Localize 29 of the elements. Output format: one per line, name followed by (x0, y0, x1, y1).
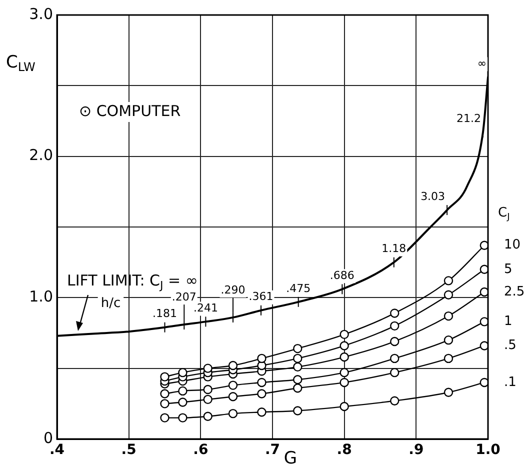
y-tick-label: 1.0 (29, 288, 53, 306)
series-label: .5 (504, 338, 516, 354)
series-label: 5 (504, 262, 512, 277)
annotation: ⊙ COMPUTER (79, 102, 181, 120)
annotation: 3.03 (420, 190, 446, 203)
x-tick-label: .6 (193, 442, 208, 458)
x-tick-label: .9 (408, 442, 424, 458)
annotation: .241 (193, 302, 218, 315)
y-tick-label: 3.0 (29, 4, 53, 23)
x-axis-title: G (284, 448, 298, 467)
y-tick-label: 2.0 (29, 146, 53, 164)
x-tick-label: .5 (121, 442, 136, 458)
x-tick-label: .7 (264, 442, 280, 458)
x-tick-label: 1.0 (476, 442, 501, 458)
annotation: .207 (172, 290, 196, 304)
annotation: h/c (100, 296, 121, 311)
series-label: .1 (504, 374, 516, 390)
annotation: .686 (330, 269, 354, 282)
series-label: 10 (504, 238, 521, 253)
annotation: .181 (152, 307, 178, 320)
annotation: ∞ (477, 57, 487, 70)
x-tick-label: .8 (336, 442, 352, 458)
series-label: 2.5 (504, 284, 524, 300)
annotation: 1.18 (382, 242, 406, 256)
series-label: 1 (504, 314, 512, 330)
annotation: .361 (248, 290, 274, 304)
annotation: .475 (286, 282, 311, 295)
annotation: 21.2 (456, 112, 481, 126)
annotation: .290 (220, 283, 246, 296)
